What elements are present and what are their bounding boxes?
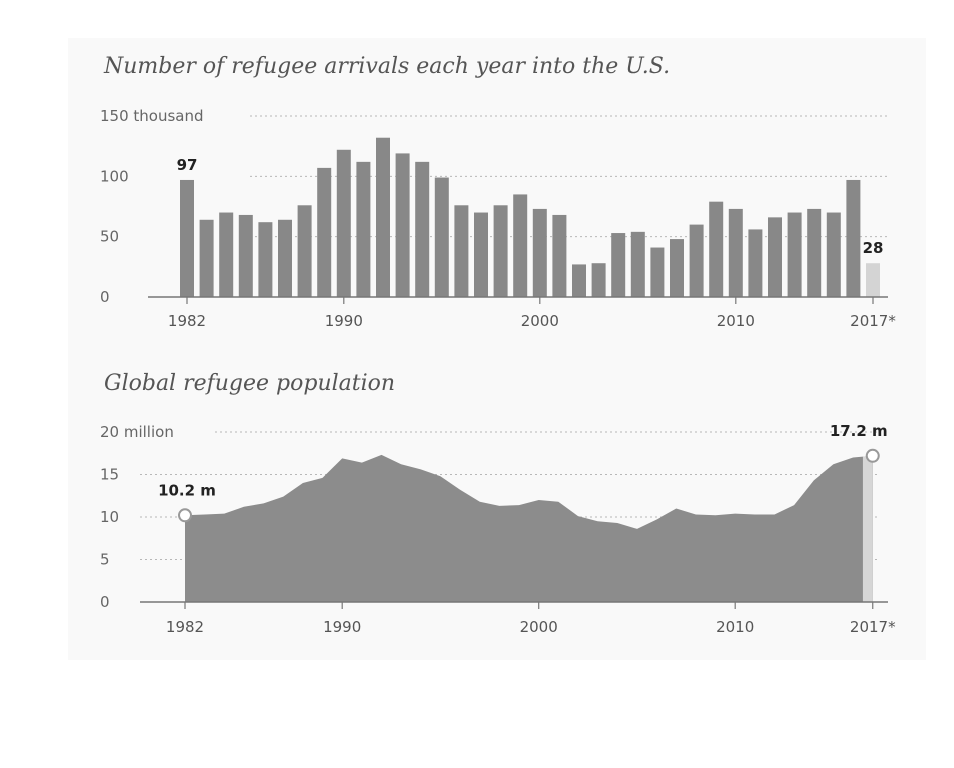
bar-1988 — [297, 205, 312, 297]
area-annotation-1982: 10.2 m — [158, 481, 216, 499]
area-x-tick-label: 1982 — [166, 618, 204, 636]
bar-2004 — [611, 233, 626, 297]
area-x-tick-label: 2010 — [716, 618, 754, 636]
bar-2005 — [630, 231, 645, 297]
bar-2014 — [807, 208, 822, 297]
bar-2013 — [787, 212, 802, 297]
bar-chart-title: Number of refugee arrivals each year int… — [103, 54, 670, 79]
area-highlight-2017 — [862, 455, 873, 602]
bar-x-tick-label: 2017* — [850, 312, 896, 330]
bar-1994 — [415, 161, 430, 297]
area-y-tick-label: 5 — [100, 551, 110, 569]
bar-1991 — [356, 161, 371, 297]
bar-2007 — [670, 239, 684, 297]
bar-1992 — [376, 137, 390, 297]
bar-1997 — [474, 212, 488, 297]
bar-2012 — [768, 217, 782, 297]
area-chart-title: Global refugee population — [104, 371, 395, 396]
area-y-tick-label: 10 — [100, 508, 119, 526]
area-y-tick-label: 20 million — [100, 423, 174, 441]
area-marker-1982 — [178, 508, 192, 523]
bar-annotation-28: 28 — [863, 239, 884, 257]
bar-2006 — [650, 247, 665, 297]
bar-annotation-97: 97 — [177, 156, 198, 174]
bar-2017 — [866, 263, 880, 297]
bar-1987 — [278, 219, 292, 297]
bar-2002 — [572, 264, 586, 297]
area-y-tick-label: 15 — [100, 466, 119, 484]
bar-1990 — [336, 149, 351, 297]
bar-2010 — [728, 208, 743, 297]
bar-1995 — [434, 177, 449, 297]
area-chart: 0 5 10 15 20 million 1982 1990 2000 2010 2017* 10.… — [100, 422, 896, 636]
bar-1999 — [513, 194, 528, 297]
bar-1996 — [454, 205, 469, 297]
bar-x-tick-label: 2010 — [717, 312, 755, 330]
bar-1989 — [317, 167, 332, 297]
area-marker-2017 — [865, 448, 880, 463]
bar-x-tick-label: 1982 — [168, 312, 206, 330]
bar-x-tick-label: 2000 — [521, 312, 559, 330]
bar-x-tick-label: 1990 — [325, 312, 363, 330]
bar-y-tick-label: 50 — [100, 228, 119, 246]
bar-1986 — [258, 222, 273, 297]
area-x-tick-label: 2017* — [850, 618, 896, 636]
bar-1982 — [180, 179, 194, 297]
bar-2011 — [748, 229, 763, 297]
bar-chart: 0 50 100 150 thousand 1982 1990 2000 2010 2017* 9… — [100, 107, 896, 330]
area-x-tick-label: 1990 — [323, 618, 361, 636]
bar-2008 — [689, 224, 704, 297]
bar-1993 — [395, 153, 410, 297]
bar-2015 — [826, 212, 841, 297]
bar-y-tick-label: 150 thousand — [100, 107, 204, 125]
bar-1983 — [199, 219, 214, 297]
bar-1998 — [493, 205, 508, 297]
bar-1984 — [219, 212, 234, 297]
bar-y-tick-label: 100 — [100, 167, 129, 185]
bar-1985 — [238, 214, 253, 297]
area-y-tick-label: 0 — [100, 593, 110, 611]
area-series-global-refugees — [185, 454, 873, 602]
area-annotation-2017: 17.2 m — [830, 422, 888, 440]
bar-2000 — [532, 208, 547, 297]
bar-2009 — [709, 201, 724, 297]
bar-2016 — [846, 179, 861, 297]
bar-2001 — [552, 214, 567, 297]
bar-2003 — [591, 263, 606, 297]
area-x-tick-label: 2000 — [520, 618, 558, 636]
bar-y-tick-label: 0 — [100, 288, 110, 306]
